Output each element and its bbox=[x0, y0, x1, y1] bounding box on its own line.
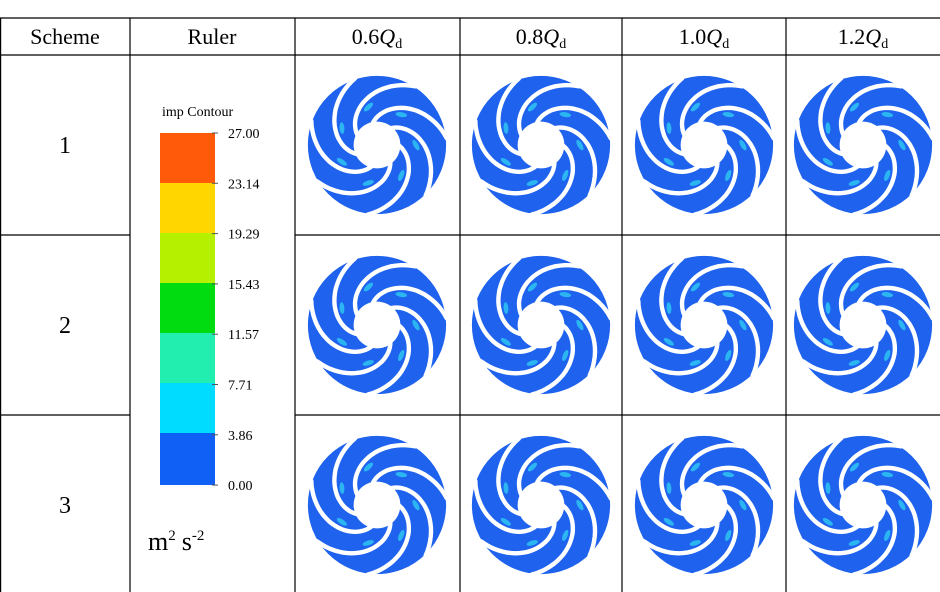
impeller-contour bbox=[634, 435, 774, 575]
legend-bar bbox=[160, 133, 215, 485]
impeller-contour bbox=[471, 435, 611, 575]
legend-label: 27.00 bbox=[228, 127, 260, 142]
impeller-contour bbox=[793, 435, 933, 575]
legend-label: 7.71 bbox=[228, 379, 253, 394]
impeller-contour bbox=[634, 75, 774, 215]
impeller-contour bbox=[307, 75, 447, 215]
legend-label: 11.57 bbox=[228, 328, 259, 343]
legend-label: 23.14 bbox=[228, 177, 260, 192]
header-cell: 0.8Qd bbox=[516, 24, 566, 52]
impeller-contour bbox=[793, 255, 933, 395]
impeller-contour bbox=[307, 255, 447, 395]
header-cell: Scheme bbox=[30, 24, 100, 49]
impeller-contour bbox=[634, 255, 774, 395]
scheme-label: 3 bbox=[59, 493, 71, 519]
impeller-contour bbox=[793, 75, 933, 215]
unit: m2 s-2 bbox=[148, 527, 204, 556]
scheme-label: 1 bbox=[59, 133, 71, 159]
legend-label: 15.43 bbox=[228, 278, 260, 293]
header-cell: 1.2Qd bbox=[838, 24, 888, 52]
header-cell: 1.0Qd bbox=[679, 24, 729, 52]
legend-label: 3.86 bbox=[228, 429, 253, 444]
header-cell: Ruler bbox=[188, 24, 238, 49]
scheme-label: 2 bbox=[59, 313, 71, 339]
impeller-contour bbox=[307, 435, 447, 575]
grid bbox=[0, 17, 940, 592]
impeller-contour bbox=[471, 75, 611, 215]
impeller-contour bbox=[471, 255, 611, 395]
legend-label: 0.00 bbox=[228, 479, 253, 494]
header-cell: 0.6Qd bbox=[352, 24, 402, 52]
legend-label: 19.29 bbox=[228, 228, 260, 243]
legend-title: imp Contour bbox=[162, 105, 234, 120]
